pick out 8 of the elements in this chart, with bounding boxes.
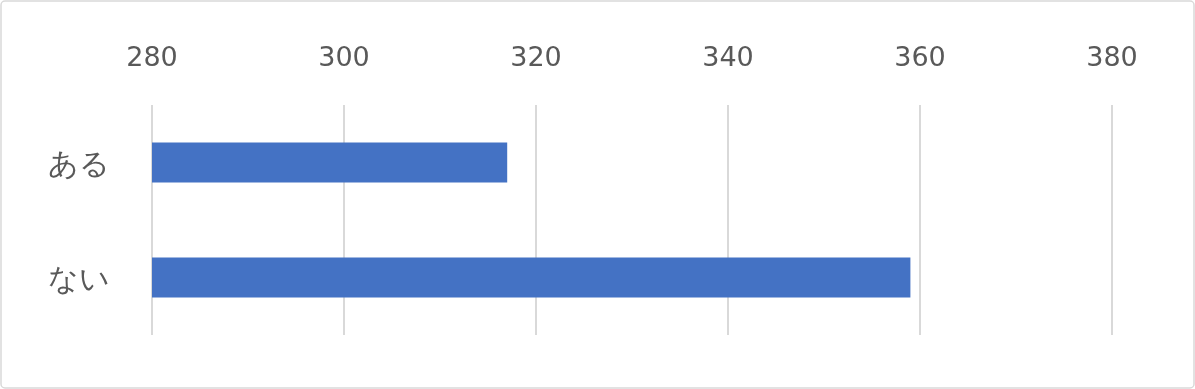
x-tick-label: 360 — [894, 41, 946, 72]
y-tick-label: ある — [48, 145, 110, 181]
y-tick-label: ない — [48, 260, 110, 296]
x-tick-label: 340 — [702, 41, 754, 72]
x-tick-label: 280 — [126, 41, 178, 72]
x-tick-label: 320 — [510, 41, 562, 72]
x-tick-label: 300 — [318, 41, 370, 72]
x-tick-label: 380 — [1086, 41, 1138, 72]
